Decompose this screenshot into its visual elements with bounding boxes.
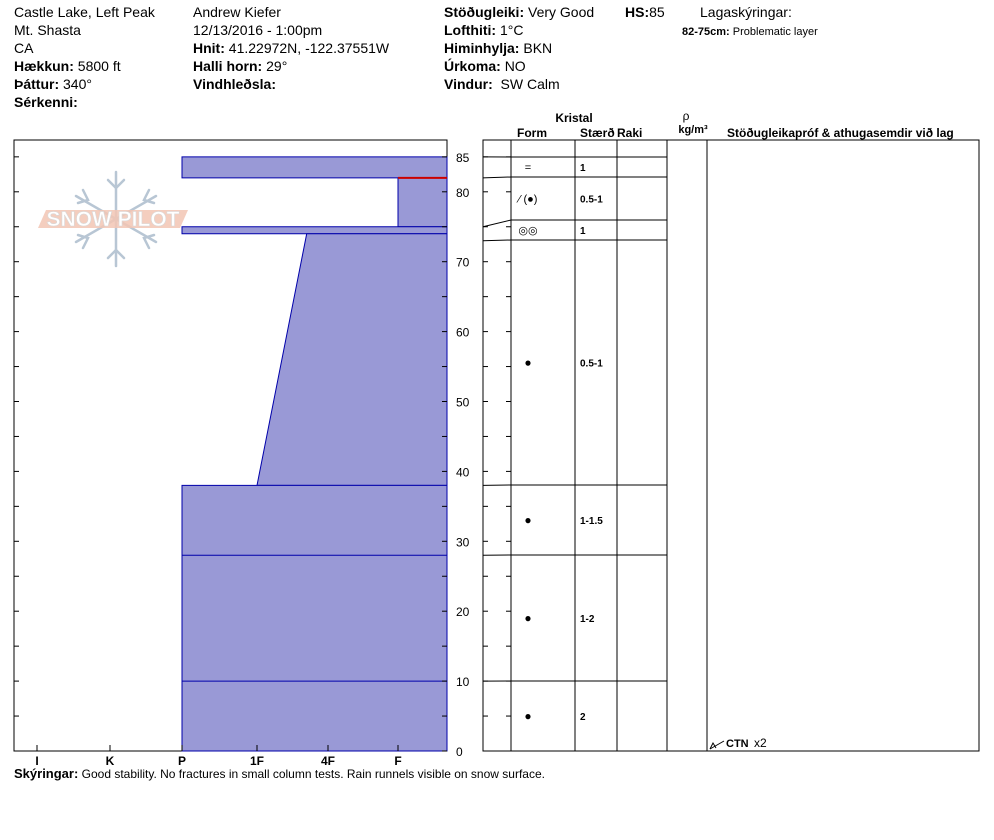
- grain-size: 1: [580, 226, 586, 237]
- depth-tick-label: 50: [456, 396, 470, 410]
- table-frame: [482, 139, 980, 752]
- grain-size: 1-1.5: [580, 516, 603, 527]
- depth-tick-label: 40: [456, 465, 470, 479]
- grain-form-icon: ⁄ (●): [516, 194, 538, 206]
- hardness-tick-label: F: [394, 754, 401, 768]
- test-code: CTN: [726, 738, 749, 750]
- form-header: Form: [517, 126, 547, 140]
- layer-note: 82-75cm: Problematic layer: [682, 26, 818, 38]
- sky-cover: Himinhylja: BKN: [444, 40, 553, 56]
- test-pointer: [709, 740, 725, 750]
- depth-tick-label: 70: [456, 256, 470, 270]
- grain-size: 0.5-1: [580, 195, 603, 206]
- grain-size: 2: [580, 712, 586, 723]
- layer-table-rows: = 1 ⁄ (●) 0.5-1 ◎◎ 1 ● 0.5-1 ● 1-1.5 ● 1-2 ● 2: [482, 139, 980, 752]
- depth-tick-label: 20: [456, 605, 470, 619]
- test-count: x2: [754, 736, 767, 750]
- grain-size: 0.5-1: [580, 359, 603, 370]
- hardness-layer-3: [181, 226, 448, 235]
- grain-size: 1: [580, 163, 586, 174]
- depth-tick-label: 85: [456, 151, 470, 165]
- depth-axis: 0 10 20 30 40 50 60 70 80 85: [442, 151, 470, 759]
- snowpilot-logo: SNOW PILOT: [38, 170, 188, 268]
- grain-form-icon: ●: [524, 709, 531, 723]
- features: Sérkenni:: [14, 94, 78, 110]
- grain-form-icon: =: [525, 162, 531, 174]
- wind: Vindur: SW Calm: [444, 76, 560, 92]
- grain-size: 1-2: [580, 614, 595, 625]
- depth-tick-label: 0: [456, 745, 463, 759]
- date-time: 12/13/2016 - 1:00pm: [193, 22, 323, 38]
- precipitation: Úrkoma: NO: [444, 58, 526, 74]
- hardness-layer-1: [181, 156, 448, 179]
- wind-loading: Vindhleðsla:: [193, 76, 276, 92]
- snow-height: HS:85: [625, 4, 665, 20]
- grain-form-icon: ◎◎: [518, 225, 537, 237]
- hardness-layer-5: [181, 484, 448, 752]
- crystal-header: Kristal: [555, 111, 592, 125]
- hardness-tick-label: 1F: [250, 754, 264, 768]
- hardness-layer-4: [256, 233, 448, 486]
- row-connector: [482, 239, 512, 242]
- hardness-tick-label: P: [178, 754, 186, 768]
- test-arrowhead: [709, 741, 717, 750]
- layer-notes-title: Lagaskýringar:: [700, 4, 792, 20]
- coordinates: Hnit: 41.22972N, -122.37551W: [193, 40, 390, 56]
- stability-tests-header: Stöðugleikapróf & athugasemdir við lag: [727, 126, 954, 140]
- depth-tick-label: 30: [456, 535, 470, 549]
- hardness-tick-label: K: [106, 754, 115, 768]
- air-temperature: Lofthiti: 1°C: [444, 22, 524, 38]
- depth-tick-label: 80: [456, 186, 470, 200]
- observer: Andrew Kiefer: [193, 4, 281, 20]
- depth-tick-label: 60: [456, 326, 470, 340]
- hardness-tick-label: 4F: [321, 754, 335, 768]
- comments: Skýringar: Good stability. No fractures …: [14, 766, 545, 781]
- grain-form-icon: ●: [524, 611, 531, 625]
- size-header: Stærð: [580, 126, 615, 140]
- moisture-header: Raki: [617, 126, 642, 140]
- grain-form-icon: ●: [524, 356, 531, 370]
- elevation: Hækkun: 5800 ft: [14, 58, 121, 74]
- logo-text: SNOW PILOT: [47, 208, 180, 231]
- hardness-layer-2: [397, 177, 448, 228]
- location-name: Castle Lake, Left Peak: [14, 4, 155, 20]
- comments-text: Good stability. No fractures in small co…: [81, 767, 545, 781]
- grain-form-icon: ●: [524, 513, 531, 527]
- depth-tick-label: 10: [456, 675, 470, 689]
- hardness-profile: [181, 156, 448, 752]
- row-connector: [482, 176, 512, 179]
- mountain-range: Mt. Shasta: [14, 22, 81, 38]
- row-connector: [482, 219, 512, 228]
- state: CA: [14, 40, 34, 56]
- stability: Stöðugleiki: Very Good: [444, 4, 595, 20]
- rho-header: ρ: [683, 109, 690, 123]
- slope-angle: Halli horn: 29°: [193, 58, 288, 74]
- hardness-tick-label: I: [35, 754, 38, 768]
- aspect: Þáttur: 340°: [14, 76, 92, 92]
- comments-label: Skýringar:: [14, 766, 79, 781]
- hardness-axis: I K P 1F 4F F: [35, 745, 402, 768]
- stability-test-result: CTN x2: [709, 736, 767, 750]
- density-unit-header: kg/m³: [678, 124, 708, 136]
- layer-table: Kristal Form Stærð Raki ρ kg/m³ Stöðugle…: [517, 109, 954, 140]
